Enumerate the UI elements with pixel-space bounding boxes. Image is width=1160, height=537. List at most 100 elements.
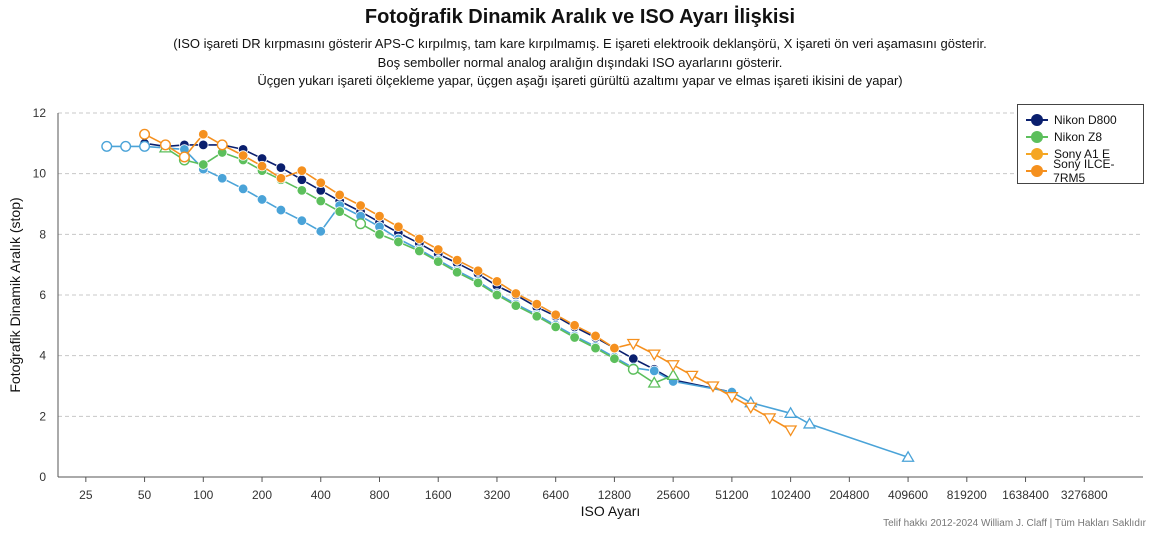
y-tick-label: 8: [39, 227, 46, 241]
data-point: [296, 165, 308, 176]
chart-title: Fotoğrafik Dinamik Aralık ve ISO Ayarı İ…: [364, 6, 796, 28]
data-point: [802, 417, 817, 429]
x-tick-label: 819200: [947, 488, 987, 502]
x-tick-label: 25: [79, 488, 93, 502]
data-point: [725, 391, 739, 404]
data-point: [666, 368, 680, 381]
legend-item-sony-a1-e: Sony A1 E: [1026, 145, 1143, 162]
data-point: [216, 139, 228, 151]
data-point: [414, 245, 425, 257]
x-tick-label: 50: [138, 488, 152, 502]
data-point: [237, 150, 249, 161]
legend-swatch: [1026, 130, 1048, 143]
data-point: [139, 140, 151, 152]
x-tick-label: 204800: [829, 488, 869, 502]
data-point: [198, 159, 209, 170]
data-point: [315, 226, 326, 237]
data-point: [783, 425, 798, 437]
data-point: [198, 129, 209, 140]
y-tick-label: 10: [33, 167, 47, 181]
x-tick-label: 3276800: [1061, 488, 1108, 502]
data-point: [275, 173, 287, 184]
data-point: [491, 289, 503, 301]
legend-label: Nikon D800: [1054, 112, 1117, 127]
data-point: [198, 139, 209, 151]
x-tick-label: 6400: [542, 488, 569, 502]
data-point: [647, 349, 661, 361]
data-point: [433, 244, 444, 255]
data-point: [491, 276, 503, 287]
legend-swatch: [1026, 164, 1048, 177]
data-point: [706, 381, 720, 393]
data-point: [296, 174, 308, 185]
data-point: [626, 338, 640, 351]
data-point: [628, 353, 639, 364]
data-point: [275, 162, 287, 173]
subtitle-line-3: Üçgen yukarı işareti ölçekleme yapar, üç…: [257, 73, 903, 88]
data-point: [355, 200, 366, 211]
x-tick-label: 51200: [715, 488, 749, 502]
x-tick-label: 409600: [888, 488, 928, 502]
data-point: [569, 320, 580, 331]
series-line: [106, 145, 909, 459]
data-point: [393, 221, 404, 232]
data-point: [901, 450, 915, 462]
x-tick-label: 1638400: [1002, 488, 1049, 502]
subtitle-line-1: (ISO işareti DR kırpmasını gösterir APS-…: [173, 36, 987, 51]
data-point: [744, 402, 758, 415]
data-point: [472, 277, 484, 289]
data-point: [609, 342, 620, 354]
series-line: [144, 133, 792, 431]
data-point: [178, 151, 190, 163]
data-point: [590, 342, 601, 354]
x-tick-label: 200: [252, 488, 272, 502]
x-tick-label: 100: [193, 488, 213, 502]
data-point: [649, 365, 660, 377]
x-tick-label: 102400: [771, 488, 811, 502]
y-tick-label: 6: [39, 288, 46, 302]
data-point: [451, 254, 463, 266]
data-point: [590, 330, 601, 342]
copyright-text: Telif hakkı 2012-2024 William J. Claff |…: [883, 518, 1146, 529]
data-point: [139, 128, 151, 140]
subtitle-line-2: Boş semboller normal analog aralığın dış…: [377, 55, 783, 70]
y-tick-label: 12: [33, 106, 47, 120]
series-line: [144, 142, 733, 393]
data-point: [472, 265, 484, 276]
data-point: [569, 332, 580, 343]
data-point: [627, 363, 639, 375]
y-axis-label: Fotoğrafik Dinamik Aralık (stop): [7, 197, 23, 392]
data-point: [510, 288, 522, 299]
legend-swatch: [1026, 113, 1048, 126]
y-tick-label: 4: [39, 349, 46, 363]
data-point: [393, 236, 404, 248]
data-point: [237, 183, 249, 195]
data-point: [550, 309, 561, 320]
data-point: [296, 215, 308, 226]
legend-item-nikon-z8: Nikon Z8: [1026, 128, 1143, 145]
data-point: [510, 300, 522, 311]
legend-item-sony-ilce-7rm5: Sony ILCE-7RM5: [1026, 157, 1143, 185]
legend-item-nikon-d800: Nikon D800: [1026, 111, 1143, 128]
data-point: [763, 413, 777, 425]
data-point: [217, 173, 228, 184]
data-point: [315, 177, 326, 188]
data-point: [433, 256, 444, 267]
x-tick-label: 25600: [656, 488, 690, 502]
legend-label: Nikon Z8: [1054, 129, 1103, 144]
data-point: [120, 140, 132, 152]
legend-label: Sony ILCE-7RM5: [1053, 156, 1115, 185]
data-point: [374, 229, 385, 240]
x-tick-label: 400: [311, 488, 331, 502]
y-tick-label: 2: [39, 409, 46, 423]
data-point: [685, 370, 699, 383]
data-point: [666, 360, 680, 372]
data-point: [334, 189, 345, 201]
data-point: [101, 140, 113, 152]
data-point: [550, 321, 561, 333]
data-point: [609, 353, 620, 364]
data-point: [334, 206, 345, 217]
data-point: [159, 139, 171, 151]
data-point: [256, 160, 268, 172]
